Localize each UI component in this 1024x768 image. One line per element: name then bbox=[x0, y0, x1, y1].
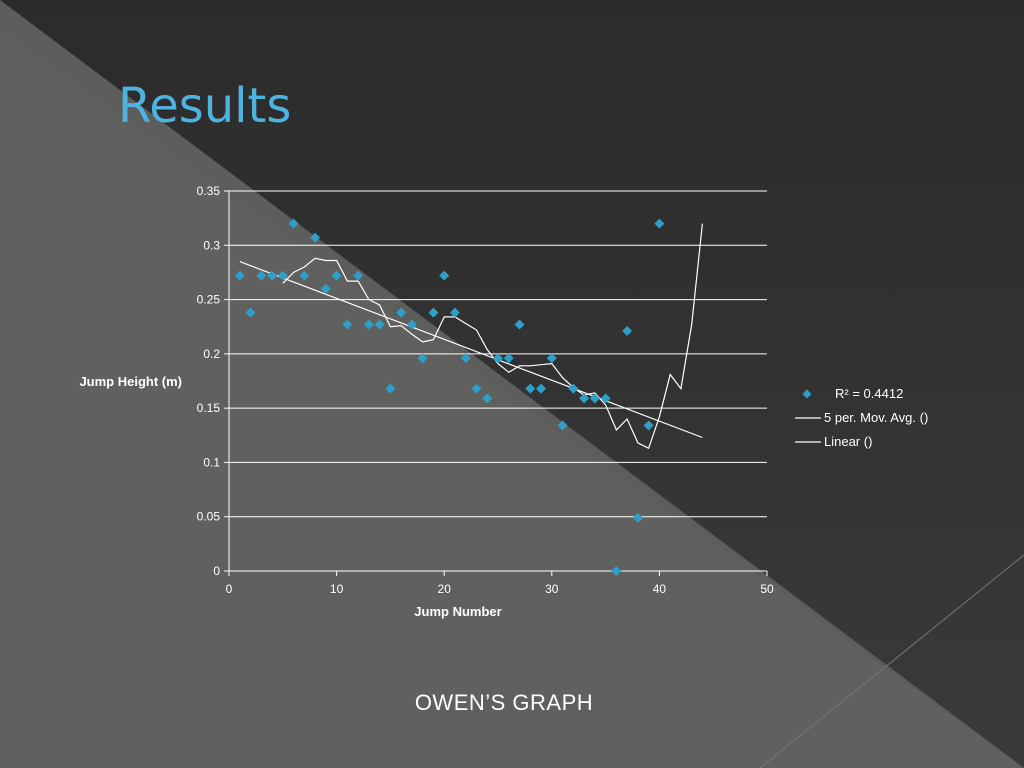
y-tick-label: 0.15 bbox=[197, 401, 221, 415]
data-point bbox=[493, 353, 503, 364]
data-point bbox=[310, 232, 321, 243]
data-point bbox=[288, 218, 299, 229]
y-tick-label: 0.05 bbox=[197, 510, 221, 524]
data-point bbox=[256, 270, 267, 281]
data-point bbox=[449, 307, 460, 318]
x-axis-title: Jump Number bbox=[414, 604, 501, 619]
slide-caption: OWEN’S GRAPH bbox=[414, 690, 594, 715]
data-point bbox=[374, 319, 385, 330]
data-point bbox=[320, 283, 331, 294]
y-tick-label: 0 bbox=[213, 564, 220, 578]
data-point bbox=[299, 270, 310, 281]
axes: 0 0.05 0.1 0.15 0.2 0.25 0.3 0.35 0 10 20 30 40 50 Jum… bbox=[79, 184, 774, 619]
data-point bbox=[600, 393, 611, 404]
legend-label: R² = 0.4412 bbox=[835, 386, 903, 401]
data-point bbox=[342, 319, 353, 330]
data-point bbox=[546, 353, 557, 364]
moving-average-line bbox=[282, 223, 703, 450]
y-axis-title: Jump Height (m) bbox=[79, 374, 182, 389]
data-point bbox=[557, 420, 568, 431]
data-point bbox=[428, 307, 439, 318]
data-point bbox=[406, 319, 417, 330]
data-point bbox=[632, 512, 643, 523]
x-tick-label: 10 bbox=[330, 582, 344, 596]
y-tick-label: 0.3 bbox=[203, 238, 220, 252]
x-tick-label: 0 bbox=[226, 582, 233, 596]
data-point bbox=[245, 307, 256, 318]
data-point bbox=[643, 420, 654, 431]
bg-diagonal-panel-inner bbox=[0, 30, 1024, 768]
data-point bbox=[460, 353, 471, 364]
bg-accent-line bbox=[759, 554, 1024, 768]
data-point bbox=[385, 383, 396, 394]
data-point bbox=[331, 270, 342, 281]
data-point bbox=[439, 270, 450, 281]
data-point bbox=[536, 383, 547, 394]
data-point bbox=[363, 319, 374, 330]
x-tick-label: 30 bbox=[545, 582, 559, 596]
x-tick-label: 50 bbox=[760, 582, 774, 596]
data-point bbox=[503, 353, 514, 364]
data-point bbox=[267, 270, 278, 281]
data-point bbox=[482, 393, 493, 404]
y-tick-label: 0.35 bbox=[197, 184, 221, 198]
data-point bbox=[589, 393, 600, 404]
data-point bbox=[579, 393, 590, 404]
legend-label: Linear () bbox=[824, 434, 872, 449]
data-point bbox=[568, 383, 579, 394]
data-point bbox=[417, 353, 428, 364]
series bbox=[234, 218, 703, 576]
slide-title: Results bbox=[118, 78, 292, 134]
y-tick-label: 0.25 bbox=[197, 293, 221, 307]
data-point bbox=[654, 218, 665, 229]
linear-trendline bbox=[239, 261, 703, 439]
y-tick-label: 0.2 bbox=[203, 347, 220, 361]
data-point bbox=[611, 566, 622, 576]
data-point bbox=[471, 383, 482, 394]
data-point bbox=[396, 307, 407, 318]
data-point bbox=[514, 319, 525, 330]
legend-label: 5 per. Mov. Avg. () bbox=[824, 410, 928, 425]
data-point bbox=[353, 270, 364, 281]
data-point bbox=[622, 326, 633, 337]
data-point bbox=[277, 270, 288, 281]
data-point bbox=[525, 383, 536, 394]
y-tick-label: 0.1 bbox=[203, 455, 220, 469]
legend: R² = 0.4412 5 per. Mov. Avg. () Linear () bbox=[795, 386, 928, 449]
legend-marker bbox=[802, 389, 812, 399]
data-point bbox=[234, 270, 245, 281]
x-tick-label: 40 bbox=[653, 582, 667, 596]
x-tick-label: 20 bbox=[438, 582, 452, 596]
